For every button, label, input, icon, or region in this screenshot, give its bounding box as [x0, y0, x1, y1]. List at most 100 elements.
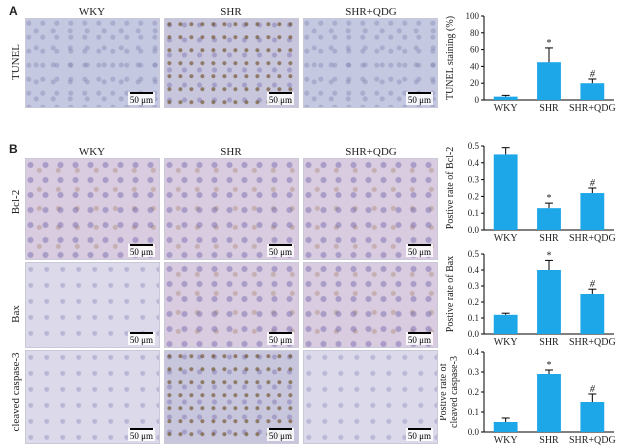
y-tick-label: 0.2 — [468, 297, 479, 307]
bar-shr-qdg — [580, 294, 605, 334]
bar-wky — [493, 314, 518, 334]
micrograph-caspase-wky: 50 μm — [25, 350, 160, 444]
scale-bar: 50 μm — [405, 428, 433, 441]
col-label-wky-a: WKY — [78, 6, 106, 18]
y-axis-label: Postive rate ofcleaved caspase-3 — [440, 356, 460, 428]
x-tick-label: SHR — [539, 233, 559, 244]
y-tick-label: 0.1 — [468, 313, 479, 323]
scale-bar: 50 μm — [266, 92, 294, 105]
y-axis-label: Postive rate of Bcl-2 — [445, 147, 456, 229]
y-tick-label: 0.0 — [468, 329, 480, 339]
x-tick-label: WKY — [494, 103, 518, 114]
row-label-bax: Bax — [10, 305, 22, 323]
significance-mark: * — [547, 193, 552, 204]
significance-mark: # — [590, 69, 596, 80]
y-tick-label: 0.3 — [468, 281, 480, 291]
significance-mark: * — [547, 250, 552, 261]
y-tick-label: 0.4 — [468, 265, 480, 275]
y-axis-label: Postive rate of Bax — [445, 256, 456, 332]
micrograph-bcl2-shrqdg: 50 μm — [303, 158, 438, 260]
y-tick-label: 0.3 — [468, 175, 480, 185]
scale-bar: 50 μm — [266, 428, 294, 441]
bar-shr — [537, 270, 561, 334]
scale-bar: 50 μm — [127, 428, 155, 441]
scale-bar: 50 μm — [405, 332, 433, 345]
panel-a-label: A — [9, 4, 18, 18]
micrograph-bax-shr: 50 μm — [164, 262, 299, 348]
x-tick-label: SHR+QDG — [569, 435, 616, 446]
x-tick-label: SHR+QDG — [569, 103, 616, 114]
micrograph-tunel-shr: 50 μm — [164, 18, 299, 108]
bar-chart-caspase: Postive rate ofcleaved caspase-3 0.0 0.1 0.… — [440, 347, 616, 446]
scale-bar: 50 μm — [127, 92, 155, 105]
y-axis-label-line: cleaved caspase-3 — [449, 356, 460, 428]
micrograph-bcl2-wky: 50 μm — [25, 158, 160, 260]
x-tick-label: SHR — [539, 103, 559, 114]
significance-mark: # — [590, 178, 596, 189]
y-tick-label: 0 — [475, 95, 480, 105]
row-label-bcl2: Bcl-2 — [10, 189, 22, 215]
micrograph-tunel-wky: 50 μm — [25, 18, 160, 108]
col-label-wky-b: WKY — [78, 146, 106, 158]
micrograph-bax-shrqdg: 50 μm — [303, 262, 438, 348]
bar-shr — [537, 62, 561, 100]
y-axis-label-line: Postive rate of Bax — [445, 256, 456, 332]
bar-shr — [537, 374, 561, 432]
significance-mark: * — [547, 38, 552, 49]
y-tick-label: 0.3 — [468, 367, 480, 377]
y-tick-label: 0.5 — [468, 141, 480, 151]
y-axis-label-line: Postive rate of Bcl-2 — [445, 147, 456, 229]
micrograph-caspase-shr: 50 μm — [164, 350, 299, 444]
bar-wky — [493, 422, 518, 432]
bar-wky — [493, 96, 518, 100]
y-tick-label: 0.0 — [468, 225, 480, 235]
col-label-shrqdg-a: SHR+QDG — [345, 6, 397, 18]
scale-bar: 50 μm — [405, 92, 433, 105]
col-label-shrqdg-b: SHR+QDG — [345, 146, 397, 158]
x-tick-label: WKY — [494, 337, 518, 348]
bar-chart-bcl2: Postive rate of Bcl-2 0.0 0.1 0.2 0.3 0.4 0.5 W… — [445, 141, 616, 244]
significance-mark: * — [547, 360, 552, 371]
y-tick-label: 60 — [470, 45, 480, 55]
y-axis-label-line: Postive rate of — [440, 362, 449, 420]
y-tick-label: 0.2 — [468, 387, 479, 397]
micrograph-caspase-shrqdg: 50 μm — [303, 350, 438, 444]
micrograph-bcl2-shr: 50 μm — [164, 158, 299, 260]
bar-shr-qdg — [580, 83, 605, 100]
scale-bar: 50 μm — [266, 332, 294, 345]
micrograph-tunel-shrqdg: 50 μm — [303, 18, 438, 108]
y-tick-label: 0.0 — [468, 427, 480, 437]
bar-shr-qdg — [580, 193, 605, 230]
significance-mark: # — [590, 384, 596, 395]
row-label-tunel: TUNEL — [10, 43, 22, 81]
x-tick-label: SHR — [539, 435, 559, 446]
x-tick-label: WKY — [494, 233, 518, 244]
y-tick-label: 0.4 — [468, 347, 480, 357]
y-axis-label-line: TUNEL staining (%) — [445, 16, 456, 100]
col-label-shr-b: SHR — [220, 146, 242, 158]
row-label-caspase: cleaved caspase-3 — [10, 352, 22, 432]
y-tick-label: 0.1 — [468, 208, 479, 218]
x-tick-label: SHR — [539, 337, 559, 348]
bar-chart-tunel: TUNEL staining (%) 0 20 40 60 80 100 WKY * SHR # SH… — [445, 11, 616, 114]
x-tick-label: SHR+QDG — [569, 233, 616, 244]
y-tick-label: 40 — [470, 61, 480, 71]
scale-bar: 50 μm — [266, 244, 294, 257]
scale-bar: 50 μm — [127, 244, 155, 257]
y-tick-label: 20 — [470, 78, 480, 88]
micrograph-bax-wky: 50 μm — [25, 262, 160, 348]
x-tick-label: WKY — [494, 435, 518, 446]
y-axis-label: TUNEL staining (%) — [445, 16, 456, 100]
y-tick-label: 0.4 — [468, 158, 480, 168]
scale-bar: 50 μm — [405, 244, 433, 257]
col-label-shr-a: SHR — [220, 6, 242, 18]
panel-b-label: B — [9, 142, 18, 156]
significance-mark: # — [590, 279, 596, 290]
bar-shr — [537, 208, 561, 230]
y-tick-label: 0.5 — [468, 249, 480, 259]
x-tick-label: SHR+QDG — [569, 337, 616, 348]
y-tick-label: 0.2 — [468, 191, 479, 201]
scale-bar: 50 μm — [127, 332, 155, 345]
bar-wky — [493, 154, 518, 230]
bar-shr-qdg — [580, 402, 605, 432]
